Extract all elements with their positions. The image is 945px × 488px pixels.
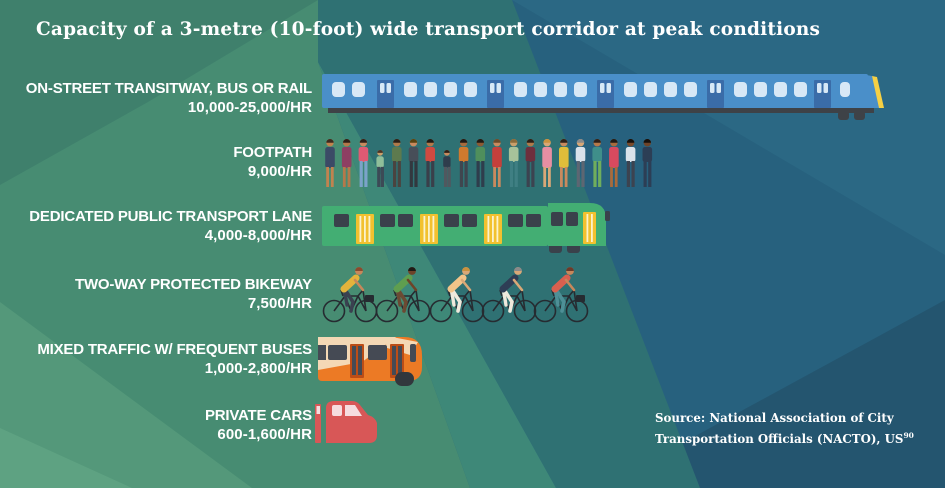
row-value: 600-1,600/HR bbox=[217, 426, 312, 443]
row-transport-lane: DEDICATED PUBLIC TRANSPORT LANE 4,000-8,… bbox=[0, 207, 312, 245]
row-private-cars: PRIVATE CARS 600-1,600/HR bbox=[0, 406, 312, 444]
row-transitway: ON-STREET TRANSITWAY, BUS OR RAIL 10,000… bbox=[0, 79, 312, 117]
row-label: ON-STREET TRANSITWAY, BUS OR RAIL bbox=[25, 80, 312, 97]
row-label: MIXED TRAFFIC W/ FREQUENT BUSES bbox=[37, 341, 312, 358]
page-title: Capacity of a 3-metre (10-foot) wide tra… bbox=[36, 19, 821, 40]
source-line2: Transportation Officials (NACTO), US90 bbox=[655, 431, 914, 446]
train-icon bbox=[322, 74, 884, 120]
bus-icon bbox=[318, 337, 422, 386]
row-label: PRIVATE CARS bbox=[204, 407, 312, 424]
row-value: 4,000-8,000/HR bbox=[204, 227, 312, 244]
row-mixed-traffic: MIXED TRAFFIC W/ FREQUENT BUSES 1,000-2,… bbox=[0, 340, 312, 378]
pedestrians-icon bbox=[325, 138, 653, 187]
row-label: DEDICATED PUBLIC TRANSPORT LANE bbox=[29, 208, 312, 225]
row-value: 9,000/HR bbox=[247, 163, 312, 180]
row-bikeway: TWO-WAY PROTECTED BIKEWAY 7,500/HR bbox=[0, 275, 312, 313]
row-value: 10,000-25,000/HR bbox=[187, 99, 312, 116]
cyclists-icon bbox=[322, 267, 589, 323]
row-label: FOOTPATH bbox=[233, 144, 312, 161]
row-label: TWO-WAY PROTECTED BIKEWAY bbox=[75, 276, 312, 293]
car-icon bbox=[315, 401, 377, 443]
source-line1: Source: National Association of City bbox=[655, 411, 894, 425]
row-value: 7,500/HR bbox=[247, 295, 312, 312]
row-footpath: FOOTPATH 9,000/HR bbox=[0, 143, 312, 181]
row-value: 1,000-2,800/HR bbox=[204, 360, 312, 377]
source-superscript: 90 bbox=[903, 431, 914, 440]
tram-icon bbox=[322, 203, 610, 253]
source-note: Source: National Association of City Tra… bbox=[655, 410, 940, 448]
